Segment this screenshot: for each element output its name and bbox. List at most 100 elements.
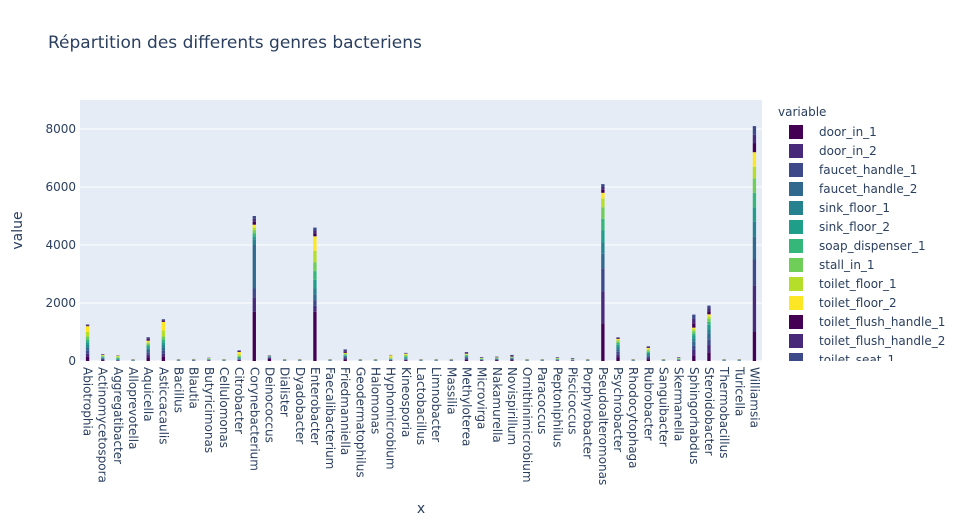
bar-segment[interactable]: toilet_flush_handle_2 — Abiotrophia: 20 — [85, 325, 90, 326]
bar-segment[interactable]: sink_floor_2 — Corynebacterium: 100 — [252, 236, 256, 240]
bar-segment[interactable]: sink_floor_1 — Corynebacterium: 200 — [252, 239, 256, 245]
bar-segment[interactable]: soap_dispenser_1 — Kineosporia: 30 — [404, 356, 408, 358]
bar-segment[interactable]: soap_dispenser_1 — Citrobacter: 20 — [237, 356, 241, 358]
bar-segment[interactable]: soap_dispenser_1 — Psychrobacter: 60 — [616, 343, 620, 345]
bar-segment[interactable]: sink_floor_1 — Methyloterea: 20 — [464, 356, 469, 358]
bar-segment[interactable]: door_in_2 — Citrobacter: 20 — [237, 359, 241, 361]
bar-segment[interactable]: toilet_flush_handle_2 — Sphingorhabdus: … — [692, 318, 696, 324]
bar-segment[interactable]: toilet_floor_2 — Aggregatibacter: 20 — [116, 355, 120, 357]
bar-segment[interactable]: faucet_handle_1 — Steroidobacter: 200 — [707, 339, 711, 346]
bar-segment[interactable]: faucet_handle_1 — Rubrobacter: 50 — [646, 356, 651, 359]
bar-segment[interactable]: toilet_floor_2 — Steroidobacter: 80 — [707, 314, 711, 317]
bar-segment[interactable]: faucet_handle_1 — Pseudoalteromonas: 800 — [601, 268, 605, 292]
bar-segment[interactable]: faucet_handle_1 — Citrobacter: 20 — [237, 359, 241, 360]
bar-segment[interactable]: stall_in_1 — Hyphomicrobium: 20 — [389, 358, 393, 359]
bar-segment[interactable]: stall_in_1 — Aggregatibacter: 30 — [116, 357, 120, 359]
bar-segment[interactable]: soap_dispenser_1 — Rubrobacter: 40 — [646, 351, 651, 353]
bar-segment[interactable]: toilet_floor_1 — Rubrobacter: 40 — [646, 349, 651, 351]
bar-segment[interactable]: door_in_2 — Williamsia: 1600 — [752, 285, 757, 332]
bar-segment[interactable]: door_in_2 — Pseudoalteromonas: 1100 — [601, 291, 605, 324]
bar-segment[interactable]: toilet_flush_handle_2 — Aquicella: 40 — [146, 338, 150, 340]
bar-segment[interactable]: toilet_seat_1 — Citrobacter: 20 — [237, 350, 241, 351]
bar-segment[interactable]: toilet_floor_1 — Aggregatibacter: 30 — [116, 356, 120, 358]
bar-segment[interactable]: stall_in_1 — Sphingorhabdus: 80 — [692, 330, 696, 334]
bar-segment[interactable]: door_in_1 — Aquicella: 120 — [146, 357, 150, 361]
bar-segment[interactable]: toilet_flush_handle_2 — Psychrobacter: 2… — [616, 337, 620, 339]
bar-segment[interactable]: soap_dispenser_1 — Aggregatibacter: 30 — [116, 358, 120, 359]
bar-segment[interactable]: faucet_handle_2 — Abiotrophia: 100 — [85, 347, 90, 351]
bar-segment[interactable]: faucet_handle_2 — Citrobacter: 20 — [237, 358, 241, 360]
bar-segment[interactable]: toilet_floor_2 — Abiotrophia: 200 — [85, 326, 90, 332]
bar-segment[interactable]: toilet_floor_1 — Citrobacter: 60 — [237, 354, 241, 357]
bar-segment[interactable]: toilet_floor_2 — Psychrobacter: 30 — [616, 338, 620, 340]
bar-segment[interactable]: soap_dispenser_1 — Asticcacaulis: 100 — [161, 339, 166, 343]
bar-segment[interactable]: door_in_2 — Actinomycetospora: 20 — [101, 359, 105, 361]
bar-segment[interactable]: stall_in_1 — Enterobacter: 300 — [313, 262, 317, 272]
bar-segment[interactable]: sink_floor_2 — Aquicella: 60 — [146, 346, 150, 349]
legend-item[interactable]: door_in_1 — [778, 122, 964, 141]
legend-item[interactable]: faucet_handle_2 — [778, 179, 964, 198]
bar-segment[interactable]: toilet_flush_handle_1 — Enterobacter: 10… — [313, 233, 317, 237]
bar-segment[interactable]: door_in_1 — Asticcacaulis: 150 — [161, 356, 166, 361]
bar-segment[interactable]: toilet_flush_handle_2 — Methyloterea: 20 — [464, 352, 469, 354]
bar-segment[interactable]: toilet_seat_1 — Friedmanniella: 40 — [343, 349, 347, 351]
bar-segment[interactable]: door_in_2 — Steroidobacter: 250 — [707, 345, 711, 353]
bar-segment[interactable]: toilet_flush_handle_2 — Steroidobacter: … — [707, 308, 711, 312]
bar-segment[interactable]: soap_dispenser_1 — Williamsia: 500 — [752, 192, 757, 208]
bar-segment[interactable]: stall_in_1 — Kineosporia: 30 — [404, 355, 408, 357]
bar-segment[interactable]: toilet_seat_1 — Novispirillum: 20 — [510, 354, 514, 356]
bar-segment[interactable]: door_in_1 — Corynebacterium: 1700 — [252, 311, 256, 361]
bar-segment[interactable]: sink_floor_1 — Rubrobacter: 40 — [646, 354, 651, 356]
bar-segment[interactable]: soap_dispenser_1 — Steroidobacter: 100 — [707, 321, 711, 325]
bar-segment[interactable]: door_in_1 — Citrobacter: 20 — [237, 360, 241, 361]
bar-segment[interactable]: toilet_seat_1 — Rubrobacter: 20 — [646, 346, 651, 347]
bar-segment[interactable]: stall_in_1 — Aquicella: 50 — [146, 343, 150, 346]
bar-segment[interactable]: toilet_flush_handle_2 — Enterobacter: 10… — [313, 230, 317, 234]
bar-segment[interactable]: door_in_2 — Friedmanniella: 40 — [343, 358, 347, 360]
bar-segment[interactable]: toilet_flush_handle_1 — Friedmanniella: … — [343, 351, 347, 353]
bar-segment[interactable]: toilet_floor_2 — Kineosporia: 30 — [404, 353, 408, 355]
bar-segment[interactable]: faucet_handle_2 — Methyloterea: 30 — [464, 357, 469, 359]
bar-segment[interactable]: toilet_floor_1 — Actinomycetospora: 20 — [101, 355, 105, 357]
bar-segment[interactable]: faucet_handle_2 — Rubrobacter: 50 — [646, 355, 651, 357]
bar-segment[interactable]: toilet_seat_1 — Enterobacter: 100 — [313, 227, 317, 231]
bar-segment[interactable]: toilet_floor_2 — Hyphomicrobium: 60 — [389, 355, 393, 358]
bar-segment[interactable]: toilet_floor_1 — Kineosporia: 30 — [404, 354, 408, 356]
bar-segment[interactable]: faucet_handle_1 — Friedmanniella: 30 — [343, 357, 347, 359]
bar-segment[interactable]: faucet_handle_1 — Williamsia: 900 — [752, 259, 757, 286]
bar-segment[interactable]: sink_floor_1 — Actinomycetospora: 20 — [101, 357, 105, 359]
bar-segment[interactable]: toilet_flush_handle_1 — Citrobacter: 20 — [237, 351, 241, 353]
legend-item[interactable]: door_in_2 — [778, 141, 964, 160]
bar-segment[interactable]: toilet_floor_2 — Methyloterea: 20 — [464, 353, 469, 355]
bar-segment[interactable]: toilet_floor_1 — Psychrobacter: 50 — [616, 339, 620, 342]
bar-segment[interactable]: sink_floor_1 — Steroidobacter: 150 — [707, 329, 711, 334]
bar-segment[interactable]: sink_floor_2 — Rubrobacter: 40 — [646, 352, 651, 355]
bar-segment[interactable]: toilet_flush_handle_1 — Methyloterea: 20 — [464, 353, 469, 354]
bar-segment[interactable]: toilet_flush_handle_1 — Steroidobacter: … — [707, 311, 711, 315]
bar-segment[interactable]: sink_floor_2 — Steroidobacter: 150 — [707, 324, 711, 330]
bar-segment[interactable]: soap_dispenser_1 — Aquicella: 50 — [146, 345, 150, 347]
bar-segment[interactable]: toilet_floor_2 — Citrobacter: 80 — [237, 352, 241, 355]
bar-segment[interactable]: faucet_handle_1 — Abiotrophia: 100 — [85, 350, 90, 354]
bar-segment[interactable]: door_in_2 — Deinococcus: 30 — [267, 357, 272, 359]
bar-segment[interactable]: door_in_2 — Corynebacterium: 500 — [252, 297, 256, 312]
bar-segment[interactable]: door_in_1 — Rubrobacter: 50 — [646, 359, 651, 361]
bar-segment[interactable]: stall_in_1 — Asticcacaulis: 100 — [161, 336, 166, 340]
bar-segment[interactable]: toilet_floor_1 — Friedmanniella: 20 — [343, 353, 347, 355]
bar-segment[interactable]: door_in_1 — Williamsia: 1000 — [752, 332, 757, 361]
bar-segment[interactable]: faucet_handle_2 — Aquicella: 80 — [146, 349, 150, 353]
bar-segment[interactable]: door_in_2 — Novispirillum: 20 — [510, 359, 514, 361]
bar-segment[interactable]: toilet_floor_2 — Actinomycetospora: 20 — [101, 354, 105, 356]
bar-segment[interactable]: faucet_handle_2 — Novispirillum: 20 — [510, 358, 514, 359]
legend-item[interactable]: faucet_handle_1 — [778, 160, 964, 179]
bar-segment[interactable]: stall_in_1 — Abiotrophia: 100 — [85, 336, 90, 340]
bar-segment[interactable]: toilet_floor_1 — Enterobacter: 400 — [313, 250, 317, 263]
bar-segment[interactable]: door_in_1 — Deinococcus: 80 — [267, 358, 272, 361]
bar-segment[interactable]: toilet_floor_1 — Methyloterea: 20 — [464, 354, 469, 355]
bar-segment[interactable]: toilet_floor_2 — Rubrobacter: 50 — [646, 347, 651, 350]
bar-segment[interactable]: toilet_seat_1 — Corynebacterium: 100 — [252, 216, 256, 219]
bar-segment[interactable]: sink_floor_2 — Kineosporia: 30 — [404, 357, 408, 359]
bar-segment[interactable]: faucet_handle_2 — Asticcacaulis: 100 — [161, 347, 166, 351]
bar-segment[interactable]: toilet_seat_1 — Pseudoalteromonas: 100 — [601, 184, 605, 187]
